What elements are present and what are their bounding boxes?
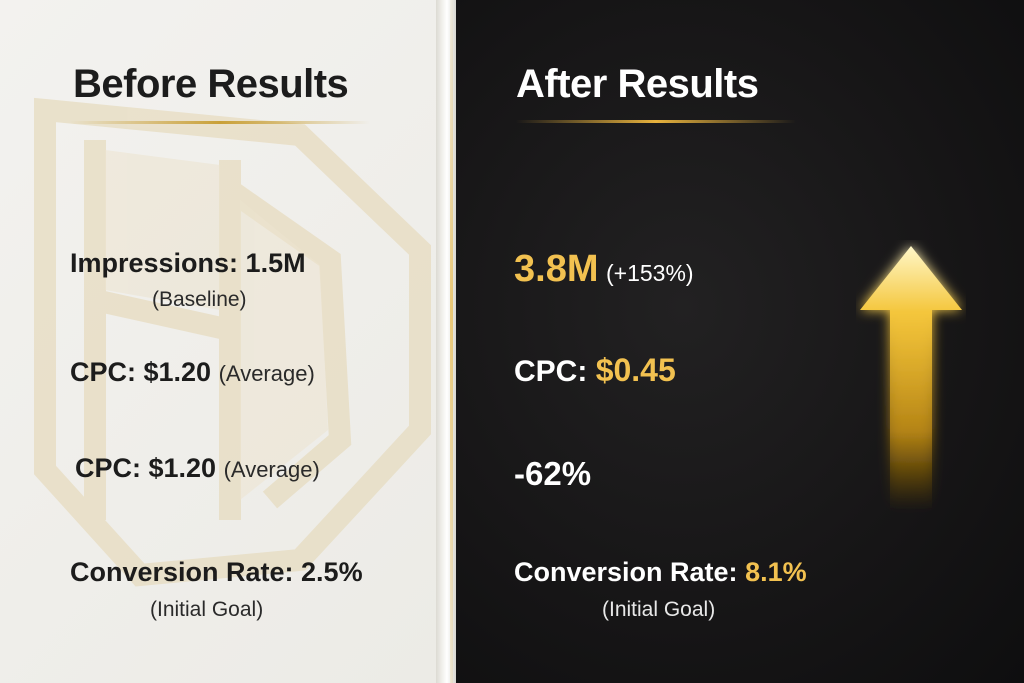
before-title: Before Results	[73, 62, 349, 106]
after-panel: After Results 3.8M (+153%) CPC: $0.45 -6…	[456, 0, 1024, 683]
after-title: After Results	[516, 62, 759, 106]
before-impressions: Impressions: 1.5M	[70, 248, 306, 278]
after-cpc-value: $0.45	[595, 352, 676, 388]
after-cpc-row: CPC: $0.45	[514, 352, 676, 389]
before-cpc-2-note: (Average)	[223, 457, 320, 482]
after-cpc-change: -62%	[514, 455, 592, 492]
panel-divider	[436, 0, 456, 683]
before-cpc-row-2: CPC: $1.20 (Average)	[75, 453, 320, 484]
before-cpc-1-label: CPC: $1.20	[70, 357, 212, 387]
logo-watermark-icon	[34, 97, 431, 587]
after-impressions-value: 3.8M	[514, 248, 599, 290]
after-conversion-label: Conversion Rate:	[514, 557, 738, 587]
after-conversion-note: (Initial Goal)	[602, 598, 716, 621]
before-cpc-2-label: CPC: $1.20	[75, 453, 217, 483]
after-impressions-row: 3.8M (+153%)	[514, 248, 694, 291]
before-conversion: Conversion Rate: 2.5%	[70, 557, 363, 587]
after-cpc-label: CPC:	[514, 355, 588, 388]
after-title-underline	[516, 120, 796, 123]
before-title-underline	[70, 121, 370, 124]
before-impressions-note: (Baseline)	[152, 288, 247, 311]
up-arrow-icon	[860, 246, 962, 510]
before-cpc-1-note: (Average)	[218, 361, 315, 386]
divider-glow-line	[450, 0, 453, 683]
after-conversion-row: Conversion Rate: 8.1%	[514, 557, 807, 588]
after-conversion-value: 8.1%	[745, 557, 807, 587]
before-conversion-note: (Initial Goal)	[150, 598, 264, 621]
before-panel: Before Results Impressions: 1.5M (Baseli…	[0, 0, 436, 683]
after-impressions-change: (+153%)	[606, 260, 694, 286]
before-cpc-row-1: CPC: $1.20 (Average)	[70, 357, 315, 388]
